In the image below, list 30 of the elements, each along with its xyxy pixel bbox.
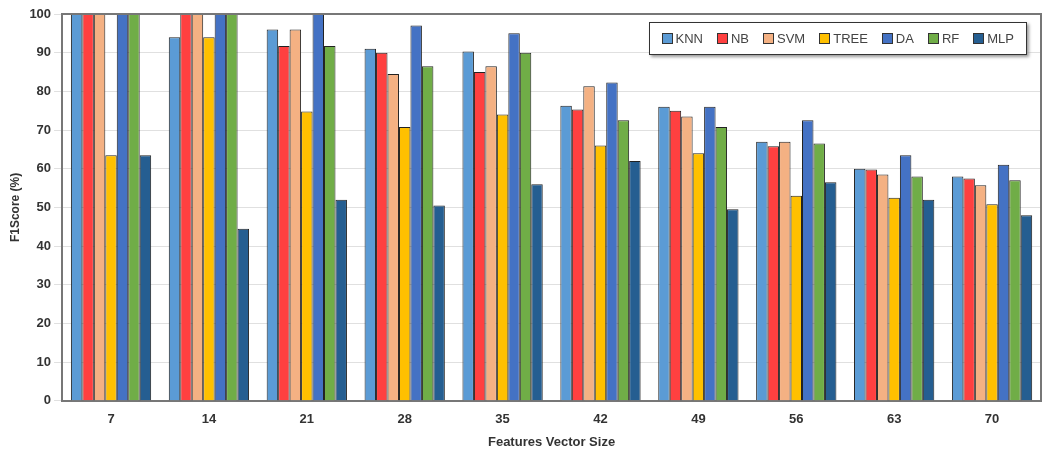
y-tick-label: 10 <box>36 353 52 369</box>
x-tick-label: 28 <box>397 411 412 427</box>
x-tick-label: 42 <box>593 411 608 427</box>
x-tick-label: 14 <box>201 411 217 427</box>
legend-label: DA <box>895 31 914 46</box>
y-tick-label: 20 <box>36 315 52 331</box>
y-tick-label: 50 <box>36 198 52 214</box>
x-tick-label: 21 <box>299 411 315 427</box>
y-tick-label: 0 <box>43 392 52 408</box>
y-tick-label: 30 <box>36 276 52 292</box>
legend-label: TREE <box>833 31 868 46</box>
x-tick-label: 56 <box>789 411 804 427</box>
legend-label: KNN <box>675 31 703 46</box>
y-tick-label: 90 <box>36 44 52 60</box>
x-tick-label: 70 <box>984 411 1000 427</box>
x-tick-label: 63 <box>886 411 902 427</box>
y-axis-title: F1Score (%) <box>7 172 22 243</box>
y-tick-label: 60 <box>36 160 52 176</box>
legend-label: MLP <box>987 31 1014 46</box>
x-tick-label: 49 <box>691 411 706 427</box>
legend-label: SVM <box>777 31 806 46</box>
x-tick-label: 35 <box>495 411 510 427</box>
y-tick-label: 100 <box>29 5 52 21</box>
legend-label: RF <box>941 31 960 46</box>
y-tick-label: 70 <box>36 121 52 137</box>
y-tick-label: 40 <box>36 237 52 253</box>
x-tick-label: 7 <box>107 411 115 427</box>
x-axis-title: Features Vector Size <box>487 433 616 449</box>
y-tick-label: 80 <box>36 82 52 98</box>
legend-label: NB <box>730 31 750 46</box>
